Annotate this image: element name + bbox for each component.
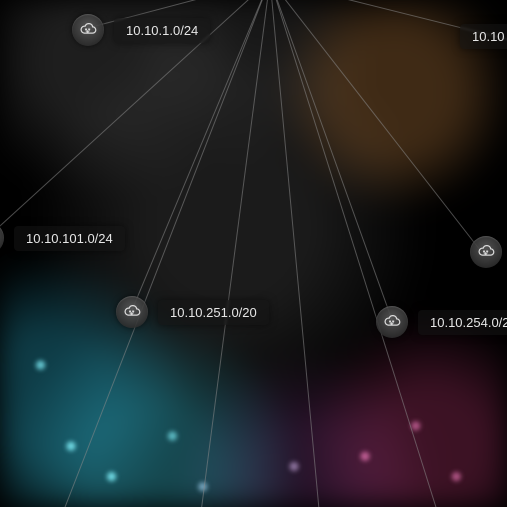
subnet-node: 10 [470,236,507,268]
subnet-node: 10.10.1.0/24 [72,14,210,46]
cloud-network-icon [72,14,104,46]
cloud-network-icon [116,296,148,328]
subnet-cidr-label: 10.10.254.0/20 [418,310,507,335]
cloud-network-icon [0,222,4,254]
cloud-network-icon [376,306,408,338]
subnet-cidr-label: 10.10.101.0/24 [14,226,125,251]
cloud-network-icon [470,236,502,268]
subnet-cidr-label: 10.10.251.0/20 [158,300,269,325]
subnet-node: 10.10 [460,24,507,49]
network-topology: { "canvas": { "width": 507, "height": 50… [0,0,507,507]
subnet-node: 10.10.101.0/24 [0,222,125,254]
subnet-cidr-label: 10.10 [460,24,507,49]
subnet-node: 10.10.251.0/20 [116,296,269,328]
subnet-node: 10.10.254.0/20 [376,306,507,338]
subnet-cidr-label: 10.10.1.0/24 [114,18,210,43]
